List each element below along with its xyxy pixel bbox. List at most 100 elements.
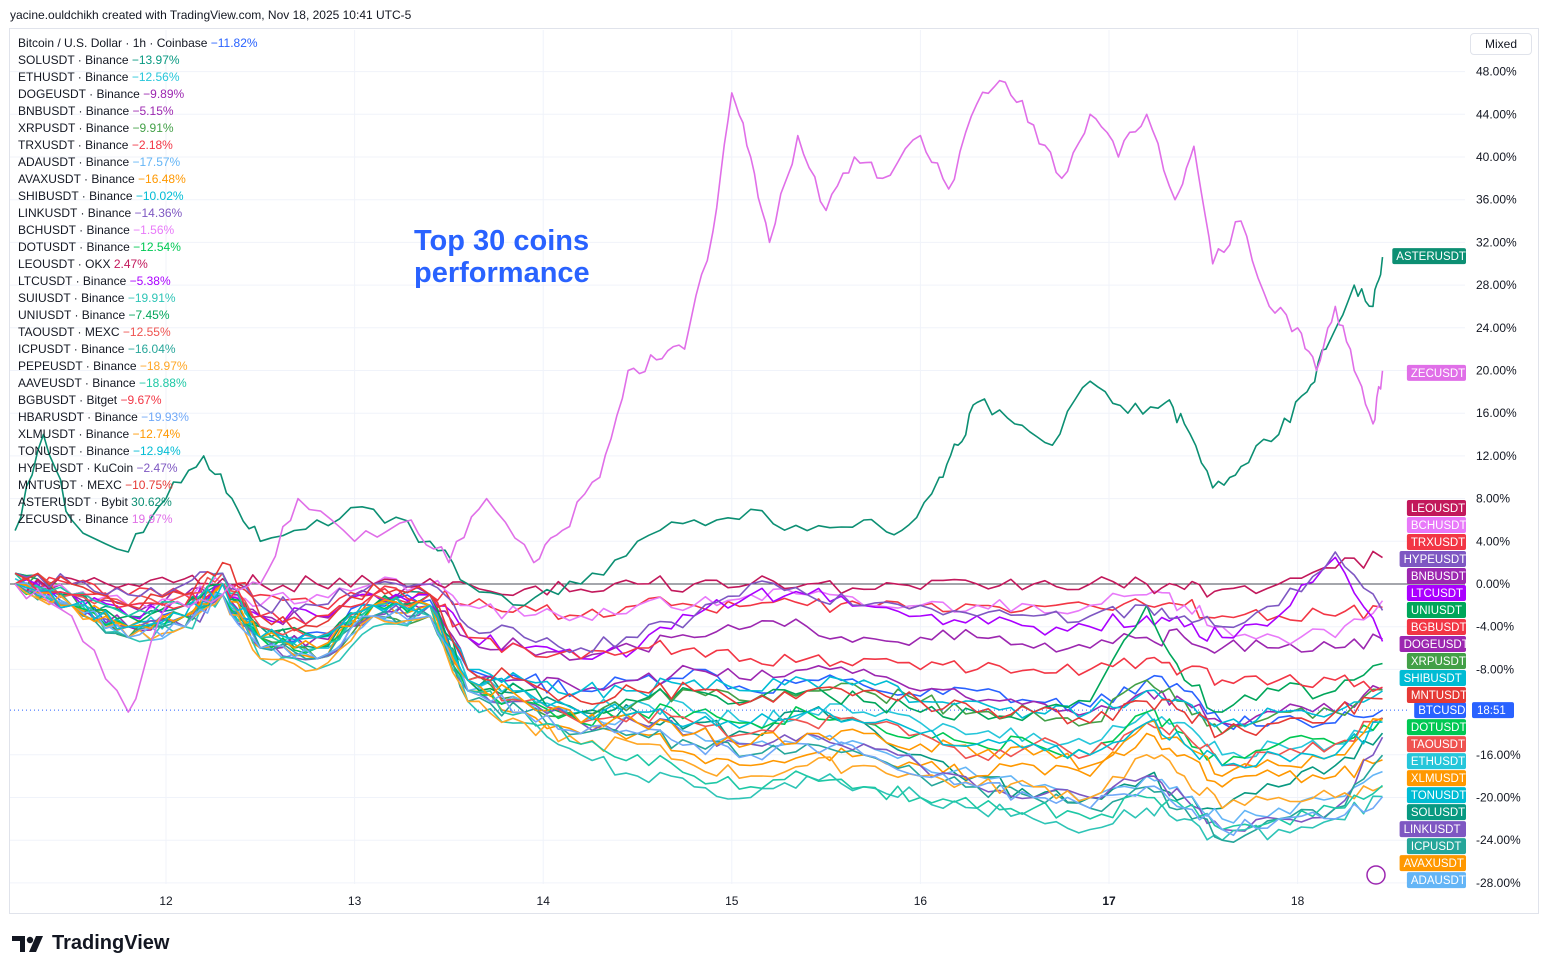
series-tag-leousdt: LEOUSDT: [1411, 503, 1465, 515]
legend-row[interactable]: SOLUSDT · Binance −13.97%: [18, 52, 258, 69]
series-tag-ltcusdt: LTCUSDT: [1411, 588, 1463, 600]
y-tick-label: 16.00%: [1476, 406, 1517, 420]
legend-row[interactable]: LINKUSDT · Binance −14.36%: [18, 205, 258, 222]
legend-symbol: AAVEUSDT · Binance: [18, 376, 139, 390]
legend-symbol: DOTUSDT · Binance: [18, 240, 134, 254]
legend-row[interactable]: ASTERUSDT · Bybit 30.62%: [18, 494, 258, 511]
legend-change: −17.57%: [132, 155, 181, 169]
legend-row[interactable]: Bitcoin / U.S. Dollar · 1h · Coinbase −1…: [18, 35, 258, 52]
legend-row[interactable]: UNIUSDT · Binance −7.45%: [18, 307, 258, 324]
series-tag-hypeusdt: HYPEUSDT: [1404, 554, 1467, 566]
legend-symbol: LEOUSDT · OKX: [18, 257, 114, 271]
legend-row[interactable]: SHIBUSDT · Binance −10.02%: [18, 188, 258, 205]
series-tag-bg: [1399, 636, 1466, 652]
legend-row[interactable]: ZECUSDT · Binance 19.97%: [18, 511, 258, 528]
series-tag-bg: [1414, 702, 1466, 719]
btc-countdown-bg: [1472, 702, 1514, 719]
legend-row[interactable]: BNBUSDT · Binance −5.15%: [18, 103, 258, 120]
legend-row[interactable]: AVAXUSDT · Binance −16.48%: [18, 171, 258, 188]
legend-row[interactable]: ETHUSDT · Binance −12.56%: [18, 69, 258, 86]
brand-name: TradingView: [52, 932, 170, 954]
series-tag-trxusdt: TRXUSDT: [1411, 537, 1465, 549]
legend-row[interactable]: HYPEUSDT · KuCoin −2.47%: [18, 460, 258, 477]
series-tag-bg: [1406, 500, 1466, 516]
legend-change: −2.47%: [136, 461, 178, 475]
series-tag-xrpusdt: XRPUSDT: [1411, 656, 1466, 668]
series-line-leousdt: [14, 550, 1383, 598]
series-tag-bg: [1406, 687, 1466, 703]
series-tag-bg: [1406, 568, 1466, 584]
series-tag-bg: [1406, 719, 1466, 736]
legend-symbol: TAOUSDT · MEXC: [18, 325, 123, 339]
legend-row[interactable]: LEOUSDT · OKX 2.47%: [18, 256, 258, 273]
legend-symbol: XRPUSDT · Binance: [18, 121, 133, 135]
legend-row[interactable]: ICPUSDT · Binance −16.04%: [18, 341, 258, 358]
chart-annotation[interactable]: Top 30 coins performance: [414, 225, 590, 289]
legend-change: −2.18%: [131, 138, 173, 152]
legend-row[interactable]: BCHUSDT · Binance −1.56%: [18, 222, 258, 239]
legend-change: −18.97%: [139, 359, 188, 373]
legend-row[interactable]: ADAUSDT · Binance −17.57%: [18, 154, 258, 171]
series-tag-xlmusdt: XLMUSDT: [1411, 773, 1466, 785]
legend-row[interactable]: XLMUSDT · Binance −12.74%: [18, 426, 258, 443]
series-tag-dotusdt: DOTUSDT: [1411, 722, 1467, 734]
legend-symbol: ETHUSDT · Binance: [18, 70, 132, 84]
legend-change: 19.97%: [131, 512, 173, 526]
series-line-asterusdt: [14, 257, 1384, 607]
legend-row[interactable]: DOGEUSDT · Binance −9.89%: [18, 86, 258, 103]
legend-change: −12.55%: [122, 325, 171, 339]
y-tick-label: 36.00%: [1476, 193, 1517, 207]
legend-row[interactable]: TONUSDT · Binance −12.94%: [18, 443, 258, 460]
series-tag-bg: [1406, 872, 1466, 889]
tradingview-brand[interactable]: TradingView: [12, 932, 169, 955]
watermark-icon[interactable]: [1366, 865, 1386, 885]
series-tag-icpusdt: ICPUSDT: [1411, 841, 1461, 853]
y-axis: 48.00% 44.00% 40.00% 36.00% 32.00% 28.00% 24.0…: [1476, 65, 1521, 890]
legend-row[interactable]: MNTUSDT · MEXC −10.75%: [18, 477, 258, 494]
chart-caption: yacine.ouldchikh created with TradingVie…: [10, 8, 412, 22]
legend-row[interactable]: TRXUSDT · Binance −2.18%: [18, 137, 258, 154]
legend-symbol: LINKUSDT · Binance: [18, 206, 135, 220]
legend-change: −14.36%: [134, 206, 183, 220]
legend-row[interactable]: XRPUSDT · Binance −9.91%: [18, 120, 258, 137]
legend-row[interactable]: SUIUSDT · Binance −19.91%: [18, 290, 258, 307]
legend-change: −16.48%: [138, 172, 186, 186]
series-tag-asterusdt: ASTERUSDT: [1396, 251, 1466, 263]
legend-change: −9.91%: [132, 121, 174, 135]
legend-symbol: ZECUSDT · Binance: [18, 512, 132, 526]
series-tag-bg: [1406, 838, 1466, 855]
legend-row[interactable]: LTCUSDT · Binance −5.38%: [18, 273, 258, 290]
y-tick-label: 20.00%: [1476, 364, 1517, 378]
series-line-shibusdt: [14, 583, 1383, 728]
series-line-dogeusdt: [14, 583, 1383, 726]
series-tag-bg: [1399, 670, 1466, 686]
series-tag-taousdt: TAOUSDT: [1411, 739, 1465, 751]
x-tick-label: 16: [914, 894, 928, 908]
series-tag-bnbusdt: BNBUSDT: [1411, 571, 1466, 583]
legend-symbol: DOGEUSDT · Binance: [18, 87, 144, 101]
legend-change: −7.45%: [128, 308, 170, 322]
series-line-pepeusdt: [14, 583, 1383, 809]
series-tag-uniusdt: UNIUSDT: [1411, 605, 1462, 617]
series-line-mntusdt: [14, 561, 1383, 739]
legend-change: −11.82%: [210, 36, 258, 50]
series-tag-avaxusdt: AVAXUSDT: [1404, 858, 1464, 870]
series-tag-bg: [1406, 364, 1466, 381]
legend-row[interactable]: TAOUSDT · MEXC −12.55%: [18, 324, 258, 341]
legend-row[interactable]: BGBUSDT · Bitget −9.67%: [18, 392, 258, 409]
legend-change: −12.74%: [132, 427, 181, 441]
x-tick-label: 13: [348, 894, 362, 908]
legend-row[interactable]: PEPEUSDT · Binance −18.97%: [18, 358, 258, 375]
series-tag-dogeusdt: DOGEUSDT: [1404, 639, 1469, 651]
legend-row[interactable]: DOTUSDT · Binance −12.54%: [18, 239, 258, 256]
mixed-scale-button[interactable]: Mixed: [1470, 33, 1532, 55]
legend-row[interactable]: AAVEUSDT · Binance −18.88%: [18, 375, 258, 392]
series-line-bitcoin-u-s-dollar: [15, 583, 1383, 731]
legend-row[interactable]: HBARUSDT · Binance −19.93%: [18, 409, 258, 426]
y-tick-label: 32.00%: [1476, 235, 1517, 249]
legend-symbol: LTCUSDT · Binance: [18, 274, 130, 288]
series-tag-linkusdt: LINKUSDT: [1404, 824, 1461, 836]
series-tag-bg: [1399, 821, 1466, 838]
y-tick-label: -28.00%: [1476, 876, 1521, 890]
